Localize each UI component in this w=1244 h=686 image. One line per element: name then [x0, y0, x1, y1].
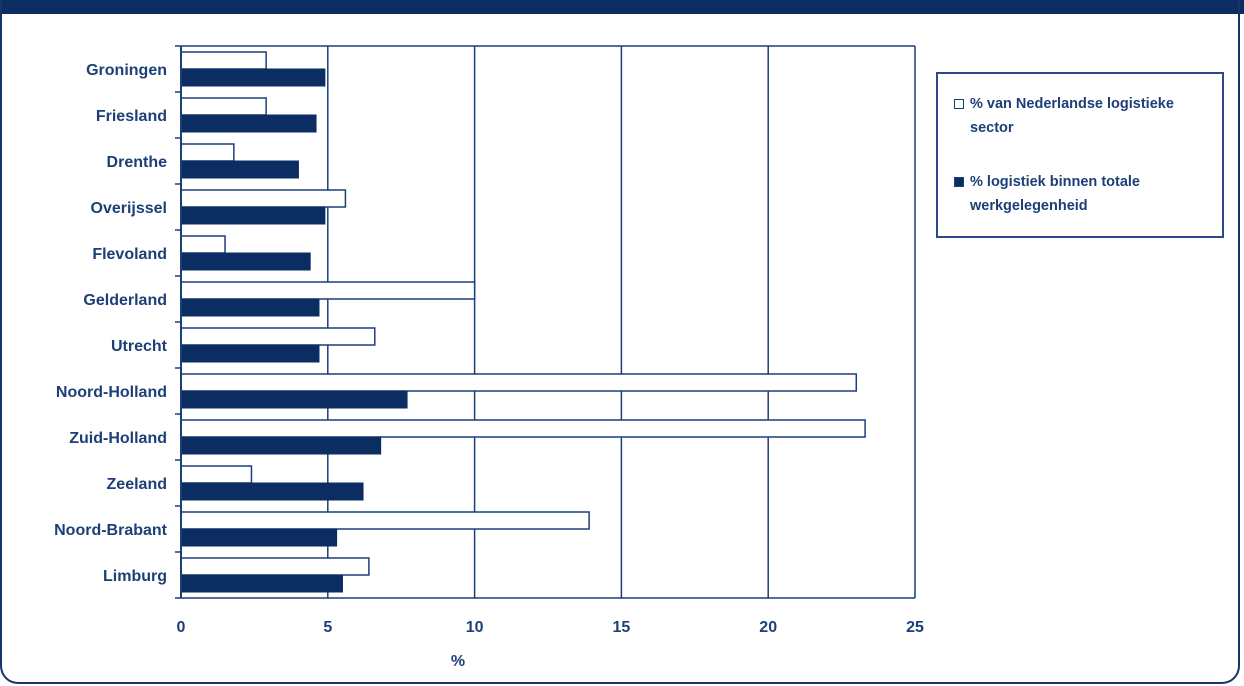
bar-sector-share [180, 327, 376, 346]
legend: % van Nederlandse logistieke sector % lo… [936, 72, 1224, 238]
bar-employment-share [180, 298, 320, 317]
bar-sector-share [180, 465, 253, 484]
category-label: Zuid-Holland [69, 430, 167, 447]
legend-label: % logistiek binnen totale werkgelegenhei… [970, 174, 1140, 214]
bar-sector-share [180, 51, 267, 70]
x-tick-label: 15 [613, 619, 631, 636]
legend-item-sector: % van Nederlandse logistieke sector [954, 92, 1210, 140]
bar-sector-share [180, 235, 226, 254]
x-tick-label: 5 [323, 619, 332, 636]
bar-employment-share [180, 344, 320, 363]
category-label: Limburg [103, 568, 167, 585]
category-label: Utrecht [111, 338, 168, 355]
bar-employment-share [180, 390, 408, 409]
bar-sector-share [180, 281, 476, 300]
bar-sector-share [180, 97, 267, 116]
axes [175, 45, 915, 599]
category-label: Flevoland [92, 246, 167, 263]
bar-employment-share [180, 68, 326, 87]
bar-employment-share [180, 252, 311, 271]
bar-employment-share [180, 436, 382, 455]
bars [180, 51, 866, 593]
bar-sector-share [180, 511, 590, 530]
category-label: Overijssel [91, 200, 168, 217]
category-label: Drenthe [107, 154, 168, 171]
bar-sector-share [180, 557, 370, 576]
bar-employment-share [180, 528, 338, 547]
legend-swatch-open [954, 99, 964, 109]
bar-employment-share [180, 160, 299, 179]
category-labels: Groningen Friesland Drenthe Overijssel Flevo… [54, 62, 168, 585]
x-tick-label: 10 [466, 619, 484, 636]
x-tick-label: 25 [906, 619, 924, 636]
bar-sector-share [180, 189, 347, 208]
category-label: Friesland [96, 108, 167, 125]
legend-item-employment: % logistiek binnen totale werkgelegenhei… [954, 170, 1210, 218]
category-label: Groningen [86, 62, 167, 79]
bar-employment-share [180, 574, 343, 593]
bar-employment-share [180, 482, 364, 501]
tick-labels: 0 5 10 15 20 25 [177, 619, 924, 636]
x-tick-label: 0 [177, 619, 186, 636]
bar-employment-share [180, 206, 326, 225]
bar-employment-share [180, 114, 317, 133]
category-label: Noord-Brabant [54, 522, 168, 539]
legend-label: % van Nederlandse logistieke sector [970, 96, 1174, 136]
bar-sector-share [180, 143, 235, 162]
bar-sector-share [180, 419, 866, 438]
header-band [0, 0, 1244, 14]
category-label: Gelderland [83, 292, 167, 309]
category-label: Noord-Holland [56, 384, 167, 401]
x-tick-label: 20 [759, 619, 777, 636]
bar-sector-share [180, 373, 858, 392]
category-label: Zeeland [107, 476, 167, 493]
x-axis-title: % [451, 653, 465, 670]
legend-swatch-filled [954, 177, 964, 187]
